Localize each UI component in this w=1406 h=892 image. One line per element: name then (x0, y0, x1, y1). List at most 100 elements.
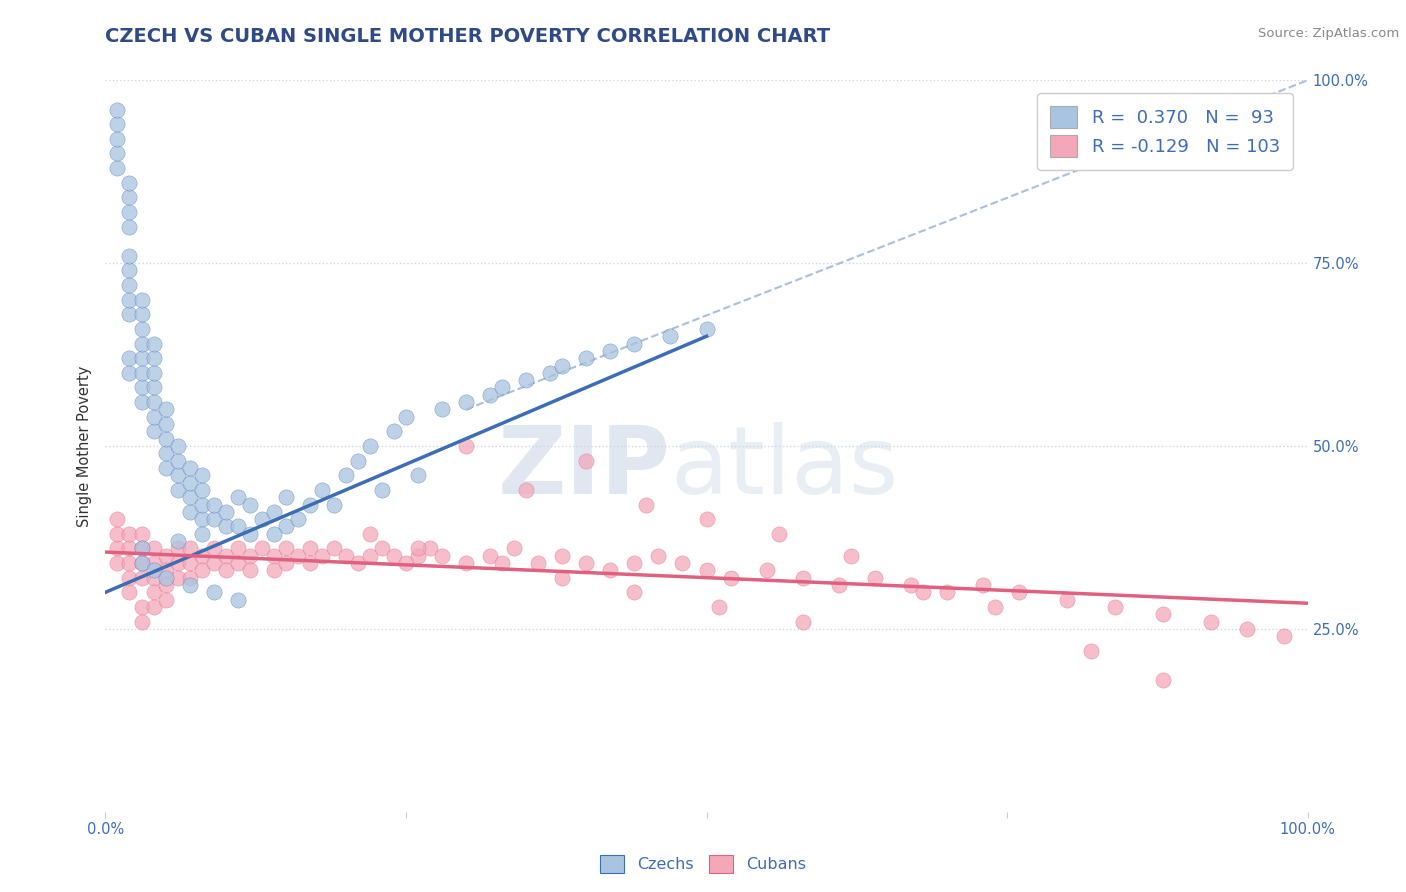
Point (1056, 592, 1078, 607)
Point (239, 498, 262, 512)
Point (107, 146, 129, 161)
Point (371, 541, 394, 556)
Point (190, 498, 212, 512)
Point (118, 278, 141, 293)
Point (118, 176, 141, 190)
Point (142, 563, 165, 577)
Point (179, 541, 201, 556)
Point (936, 585, 959, 599)
Point (263, 563, 285, 577)
Point (1104, 599, 1126, 614)
Point (214, 505, 236, 519)
Point (696, 563, 718, 577)
Point (287, 549, 309, 563)
Point (359, 526, 381, 541)
Point (142, 395, 165, 409)
Point (527, 556, 550, 570)
Point (515, 373, 537, 387)
Point (239, 526, 262, 541)
Point (131, 541, 153, 556)
Point (118, 526, 141, 541)
Point (155, 446, 177, 460)
Point (839, 549, 862, 563)
Point (166, 556, 188, 570)
Point (515, 483, 537, 497)
Point (863, 571, 886, 585)
Point (155, 461, 177, 475)
Point (118, 293, 141, 307)
Point (1152, 607, 1174, 622)
Point (274, 519, 297, 533)
Point (1236, 622, 1258, 636)
Point (131, 293, 153, 307)
Point (984, 599, 1007, 614)
Point (166, 571, 188, 585)
Point (263, 526, 285, 541)
Point (575, 453, 598, 467)
Point (131, 307, 153, 321)
Point (274, 490, 297, 504)
Point (250, 512, 273, 526)
Point (142, 585, 165, 599)
Legend: Czechs, Cubans: Czechs, Cubans (593, 848, 813, 880)
Point (190, 483, 212, 497)
Point (503, 541, 526, 556)
Point (142, 409, 165, 424)
Point (155, 549, 177, 563)
Point (274, 541, 297, 556)
Point (406, 468, 429, 483)
Point (107, 117, 129, 131)
Point (118, 556, 141, 570)
Point (118, 571, 141, 585)
Point (155, 432, 177, 446)
Point (454, 395, 477, 409)
Point (190, 549, 212, 563)
Point (647, 549, 669, 563)
Point (107, 103, 129, 117)
Point (107, 512, 129, 526)
Point (239, 563, 262, 577)
Point (430, 402, 453, 417)
Point (226, 541, 249, 556)
Point (179, 461, 201, 475)
Point (311, 483, 333, 497)
Point (202, 556, 225, 570)
Text: Source: ZipAtlas.com: Source: ZipAtlas.com (1258, 27, 1399, 40)
Point (131, 541, 153, 556)
Point (298, 556, 321, 570)
Point (118, 263, 141, 277)
Point (551, 359, 574, 373)
Point (623, 336, 645, 351)
Point (347, 556, 370, 570)
Point (430, 549, 453, 563)
Point (166, 453, 188, 467)
Point (359, 549, 381, 563)
Point (155, 571, 177, 585)
Point (131, 599, 153, 614)
Point (454, 556, 477, 570)
Point (131, 380, 153, 394)
Point (155, 402, 177, 417)
Point (454, 439, 477, 453)
Point (190, 526, 212, 541)
Point (1272, 629, 1295, 643)
Point (250, 541, 273, 556)
Y-axis label: Single Mother Poverty: Single Mother Poverty (77, 366, 93, 526)
Point (359, 439, 381, 453)
Point (395, 409, 418, 424)
Point (179, 556, 201, 570)
Point (118, 307, 141, 321)
Point (107, 556, 129, 570)
Point (406, 541, 429, 556)
Point (142, 571, 165, 585)
Point (131, 556, 153, 570)
Point (298, 541, 321, 556)
Point (671, 556, 693, 570)
Point (551, 549, 574, 563)
Point (166, 483, 188, 497)
Point (287, 512, 309, 526)
Point (142, 366, 165, 380)
Point (900, 578, 922, 592)
Point (118, 351, 141, 366)
Point (118, 366, 141, 380)
